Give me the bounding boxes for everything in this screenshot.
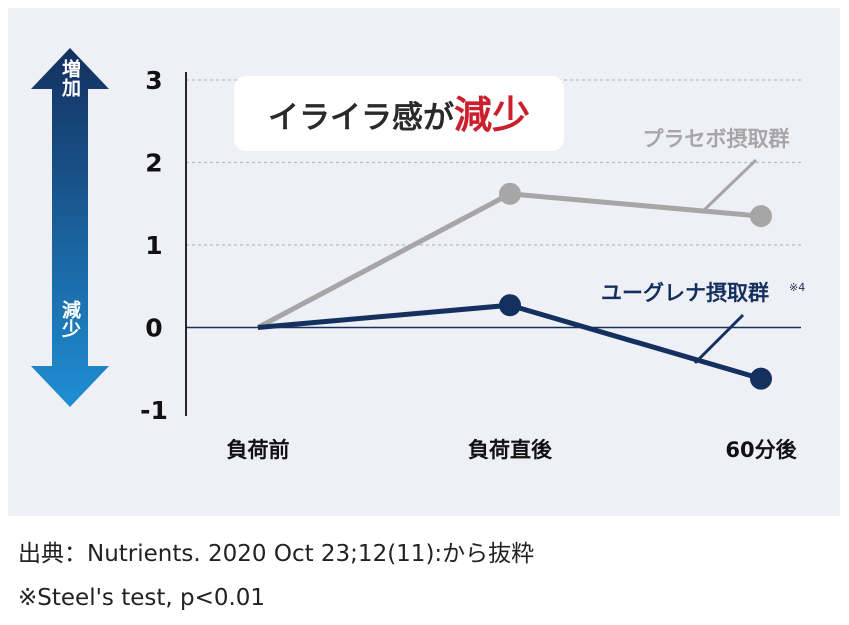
arrow-down-label: 減少	[59, 299, 82, 338]
series-label-note-mark: ※4	[789, 281, 805, 294]
data-point	[750, 367, 772, 390]
data-point	[499, 294, 521, 317]
y-tick-label: 2	[145, 149, 162, 178]
increase-decrease-arrow: 増加 減少	[31, 48, 109, 407]
arrow-up-label: 増加	[59, 58, 82, 98]
y-tick-label: 1	[145, 231, 162, 260]
source-citation: 出典：Nutrients. 2020 Oct 23;12(11):から抜粋	[18, 541, 535, 567]
statistical-test-note: ※Steel's test, p<0.01	[18, 585, 266, 611]
chart-title-emphasis: 減少	[454, 93, 530, 137]
placebo-callout-line	[699, 158, 758, 215]
y-tick-label: 0	[145, 314, 162, 343]
svg-text:イライラ感が減少: イライラ感が減少	[268, 93, 530, 137]
y-tick-label: -1	[140, 396, 168, 425]
series-label-placebo: プラセボ摂取群	[643, 127, 790, 151]
chart-panel: 3 2 1 0 -1 増加 減少 イライラ感が減少 プラセボ摂取群 ユーグレナ摂取群 ※4 …	[8, 8, 840, 516]
data-point	[750, 205, 772, 228]
series-line-1	[257, 302, 762, 382]
x-tick-label: 負荷直後	[468, 438, 553, 462]
chart-title: イライラ感が	[268, 100, 454, 136]
up-down-arrow-icon	[31, 48, 109, 407]
series-label-euglena: ユーグレナ摂取群	[601, 281, 769, 305]
y-tick-label: 3	[145, 66, 162, 95]
x-tick-label: 60分後	[725, 438, 797, 462]
data-point	[499, 182, 521, 205]
chart-title-box: イライラ感が減少	[234, 76, 564, 151]
x-tick-label: 負荷前	[227, 438, 290, 462]
euglena-callout-line	[693, 313, 745, 365]
